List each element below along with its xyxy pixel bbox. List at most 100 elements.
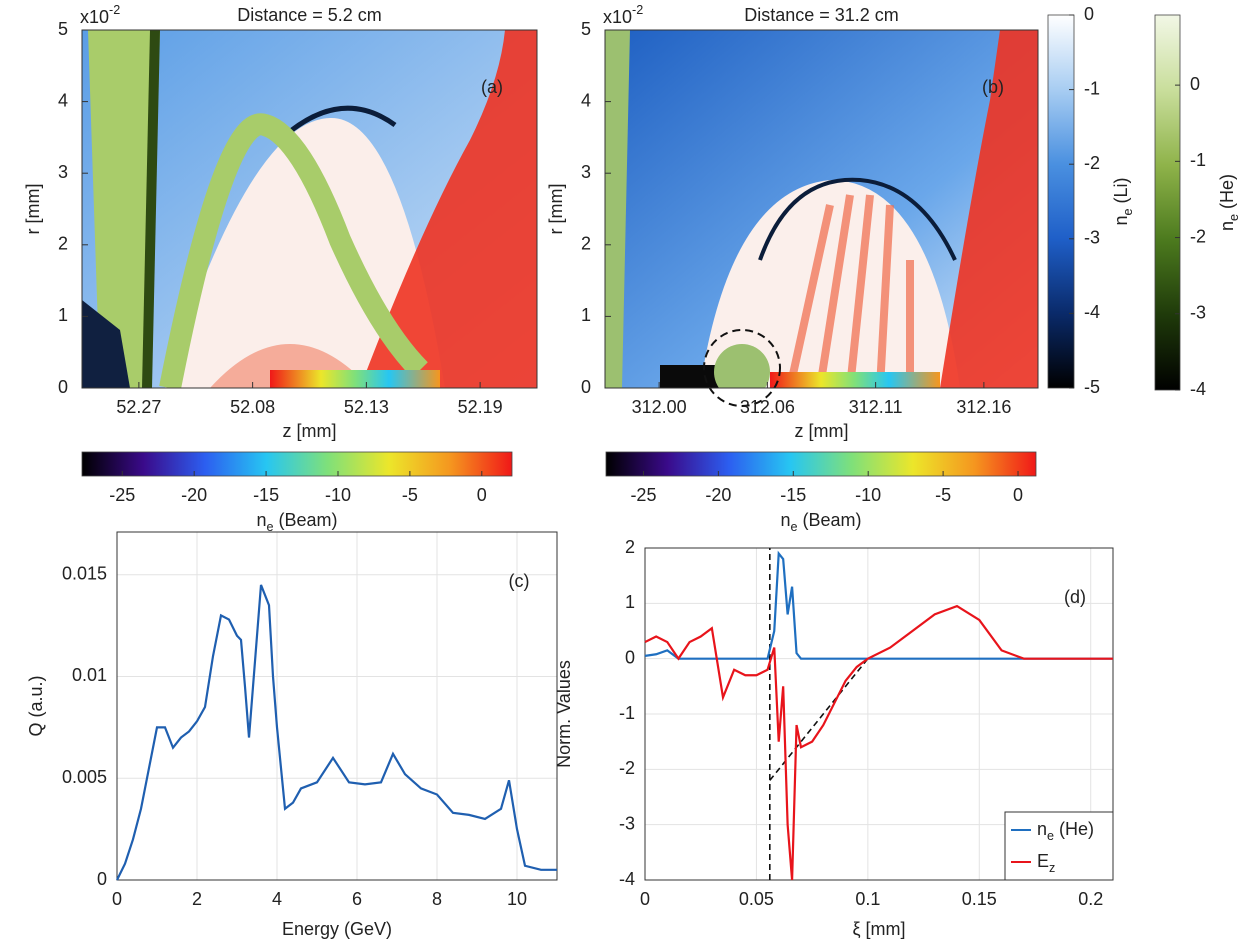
legend-label-base: n (1037, 819, 1047, 839)
colorbar-tick-label: -2 (1190, 226, 1206, 246)
x-tick-label: 52.19 (458, 397, 503, 417)
colorbar-label-rest: (Beam) (274, 510, 338, 530)
colorbar-tick-label: -15 (253, 485, 279, 505)
colorbar-label: ne (He) (1217, 174, 1242, 231)
colorbar-tick-label: -25 (109, 485, 135, 505)
legend-label-sub: e (1047, 829, 1054, 843)
colorbar-label: ne (Beam) (780, 510, 861, 535)
series-line (644, 604, 1113, 881)
colorbar-label-rest: (Li) (1111, 177, 1131, 208)
colorbar-tick-label: -4 (1084, 302, 1100, 322)
y-tick-label: 2 (58, 234, 68, 254)
colorbar-tick-label: -4 (1190, 379, 1206, 399)
y-tick-label: 0 (97, 869, 107, 889)
panel-label: (c) (509, 571, 530, 591)
y-tick-label: 0 (625, 647, 635, 667)
colorbar-tick-label: -3 (1084, 228, 1100, 248)
highlight-circle (703, 329, 781, 407)
x-axis-label: z [mm] (795, 421, 849, 441)
colorbar-label-base: n (1217, 221, 1237, 231)
x-tick-label: 0 (112, 889, 122, 909)
scale-note-base: x10 (603, 7, 632, 27)
y-tick-label: 3 (581, 162, 591, 182)
y-tick-label: 4 (58, 90, 68, 110)
series-line (116, 584, 557, 881)
scale-note: x10-2 (603, 3, 643, 26)
scale-note: x10-2 (80, 3, 120, 26)
axes-frame (644, 547, 1114, 881)
colorbar-tick-label: -1 (1084, 78, 1100, 98)
colorbar (81, 451, 513, 477)
scale-note-sup: -2 (632, 3, 643, 17)
colorbar-tick-label: -5 (935, 485, 951, 505)
y-tick-label: -3 (619, 813, 635, 833)
y-axis-label: r [mm] (23, 184, 43, 235)
colorbar-tick-label: -20 (181, 485, 207, 505)
colorbar-label-base: n (256, 510, 266, 530)
y-axis-label: Q (a.u.) (26, 675, 46, 736)
chart-title: Distance = 31.2 cm (744, 5, 899, 25)
y-tick-label: 1 (58, 305, 68, 325)
y-tick-label: 0.005 (62, 767, 107, 787)
colorbar-label-rest: (He) (1217, 174, 1237, 214)
y-tick-label: 4 (581, 90, 591, 110)
colorbar-tick-label: -5 (402, 485, 418, 505)
y-tick-label: 3 (58, 162, 68, 182)
colorbar (1154, 14, 1181, 391)
scale-note-base: x10 (80, 7, 109, 27)
x-tick-label: 8 (432, 889, 442, 909)
x-tick-label: 2 (192, 889, 202, 909)
series-line (644, 550, 1113, 660)
x-tick-label: 0.05 (739, 889, 774, 909)
y-tick-label: 0 (581, 377, 591, 397)
colorbar (1047, 14, 1075, 389)
y-tick-label: 1 (581, 305, 591, 325)
x-tick-label: 312.11 (849, 397, 903, 417)
legend-label: ne (He) (1037, 819, 1094, 844)
y-tick-label: 5 (58, 19, 68, 39)
x-axis-label: z [mm] (283, 421, 337, 441)
colorbar-tick-label: -2 (1084, 153, 1100, 173)
colorbar-tick-label: -1 (1190, 150, 1206, 170)
colorbar-label: ne (Beam) (256, 510, 337, 535)
reference-line (769, 658, 869, 781)
legend-label-base: E (1037, 851, 1049, 871)
axes-frame (116, 531, 558, 881)
colorbar-tick-label: -25 (630, 485, 656, 505)
colorbar-tick-label: 0 (1190, 74, 1200, 94)
y-tick-label: 0 (58, 377, 68, 397)
legend-box (1004, 811, 1114, 881)
x-axis-label: Energy (GeV) (282, 919, 392, 939)
colorbar-tick-label: 0 (1084, 4, 1094, 24)
y-tick-label: 1 (625, 592, 635, 612)
colorbar-tick-label: -3 (1190, 303, 1206, 323)
x-tick-label: 0.15 (962, 889, 997, 909)
heatmap-b-image (605, 30, 1038, 388)
colorbar-tick-label: 0 (1013, 485, 1023, 505)
x-tick-label: 312.16 (956, 397, 1011, 417)
colorbar-tick-label: -15 (780, 485, 806, 505)
colorbar-label: ne (Li) (1111, 177, 1136, 225)
legend-label-rest: (He) (1054, 819, 1094, 839)
axes-frame (81, 29, 538, 389)
x-tick-label: 0.2 (1078, 889, 1103, 909)
colorbar-tick-label: -10 (855, 485, 881, 505)
colorbar-label-sub: e (1227, 214, 1241, 221)
legend-label: Ez (1037, 851, 1055, 876)
x-tick-label: 0.1 (855, 889, 880, 909)
chart-title: Distance = 5.2 cm (237, 5, 382, 25)
x-tick-label: 6 (352, 889, 362, 909)
x-tick-label: 52.13 (344, 397, 389, 417)
panel-label: (d) (1064, 587, 1086, 607)
y-tick-label: 2 (625, 537, 635, 557)
x-tick-label: 312.00 (632, 397, 687, 417)
y-tick-label: -1 (619, 703, 635, 723)
colorbar-tick-label: 0 (477, 485, 487, 505)
x-tick-label: 0 (640, 889, 650, 909)
y-tick-label: 5 (581, 19, 591, 39)
colorbar-label-sub: e (266, 520, 273, 534)
heatmap-a-image (82, 30, 537, 388)
colorbar-label-sub: e (790, 520, 797, 534)
y-tick-label: 2 (581, 234, 591, 254)
